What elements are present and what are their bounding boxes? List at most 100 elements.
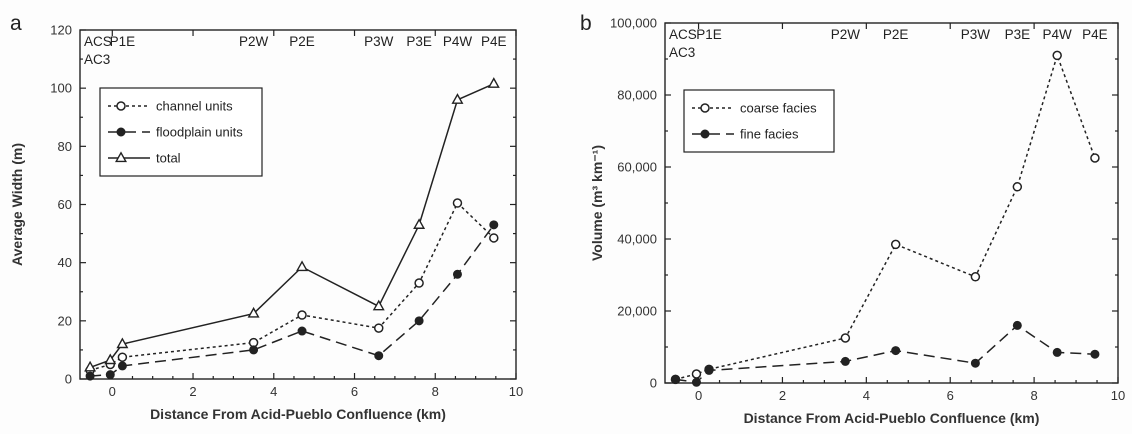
data-point (297, 310, 307, 320)
data-point (1012, 182, 1023, 192)
data-point (489, 220, 499, 230)
y-tick-label: 40 (58, 255, 72, 270)
x-tick-label: 0 (695, 388, 702, 403)
legend: coarse facies fine facies (683, 89, 835, 153)
x-tick-label: 2 (779, 388, 786, 403)
data-point (372, 299, 385, 311)
data-point (85, 371, 95, 381)
site-label: P4E (1082, 27, 1108, 42)
data-point (840, 356, 850, 366)
plot-frame (664, 22, 1119, 384)
data-point (670, 374, 680, 384)
data-point (296, 260, 309, 272)
legend: channel units floodplain units total (99, 87, 263, 177)
data-point (970, 272, 981, 282)
site-label: AC3 (669, 45, 695, 60)
data-point (105, 370, 115, 380)
data-point (414, 278, 424, 288)
series-group (85, 198, 499, 376)
data-point (115, 151, 127, 163)
site-label: P4E (481, 34, 507, 49)
data-point (691, 369, 702, 379)
y-axis-title: Volume (m³ km⁻¹) (589, 145, 605, 261)
legend-label: floodplain units (156, 125, 243, 140)
series-line (90, 224, 495, 377)
site-label: P2E (883, 27, 909, 42)
data-point (116, 127, 126, 137)
data-point (840, 333, 851, 343)
data-point (413, 218, 426, 229)
series-line (675, 324, 1095, 384)
x-tick-label: 8 (432, 384, 439, 399)
data-point (1090, 153, 1100, 163)
legend-label: total (156, 151, 181, 166)
data-point (249, 345, 259, 355)
y-axis-title: Average Width (m) (9, 143, 25, 266)
x-tick-label: 6 (947, 388, 954, 403)
data-point (1052, 347, 1062, 357)
data-point (489, 233, 499, 243)
site-label: P3W (364, 34, 394, 49)
x-tick-label: 8 (1030, 388, 1037, 403)
data-point (117, 361, 127, 371)
data-point (116, 337, 129, 349)
data-point (891, 346, 901, 356)
data-point (704, 365, 714, 375)
data-point (1090, 349, 1100, 359)
y-tick-label: 80,000 (617, 88, 657, 103)
data-point (1012, 320, 1022, 330)
legend-label: coarse facies (740, 101, 817, 116)
y-tick-label: 40,000 (617, 232, 657, 247)
site-label: P4W (1043, 27, 1073, 42)
series-group (670, 320, 1100, 387)
x-tick-label: 4 (270, 384, 277, 399)
series-group (85, 220, 499, 381)
x-axis-title: Distance From Acid-Pueblo Confluence (km… (744, 410, 1040, 426)
data-point (116, 101, 126, 111)
y-tick-label: 60,000 (617, 160, 657, 175)
series-line (89, 201, 495, 372)
site-label: P2W (239, 34, 269, 49)
site-label: P4W (443, 34, 473, 49)
site-label: AC3 (84, 52, 110, 67)
x-axis-title: Distance From Acid-Pueblo Confluence (km… (150, 406, 446, 422)
x-tick-label: 4 (863, 388, 870, 403)
site-label: P1E (110, 34, 136, 49)
x-tick-label: 0 (109, 384, 116, 399)
data-point (117, 352, 128, 362)
x-tick-label: 6 (351, 384, 358, 399)
plot-frame (79, 29, 517, 380)
data-point (487, 77, 500, 88)
y-tick-label: 120 (50, 23, 72, 38)
y-tick-label: 80 (58, 139, 72, 154)
y-tick-label: 60 (58, 197, 72, 212)
y-tick-label: 100,000 (610, 16, 657, 31)
data-point (414, 316, 424, 326)
y-tick-label: 0 (65, 372, 72, 387)
data-point (297, 326, 307, 336)
site-label: P3W (961, 27, 991, 42)
data-point (373, 323, 384, 333)
panel-letter: a (10, 12, 22, 35)
legend-label: channel units (156, 99, 233, 114)
data-point (452, 198, 463, 208)
legend-label: fine facies (740, 127, 799, 142)
site-label: P2E (289, 34, 315, 49)
legend-box (683, 89, 835, 153)
site-label: ACS (669, 27, 697, 42)
y-tick-label: 20,000 (617, 304, 657, 319)
series-group (84, 77, 500, 372)
chart-panel-b: b 0 2 4 6 8 10 0 20,000 40,000 60,000 80,000 100,000… (580, 12, 1125, 426)
data-point (700, 103, 710, 113)
x-tick-label: 2 (189, 384, 196, 399)
site-label: P3E (406, 34, 432, 49)
y-tick-label: 0 (650, 376, 657, 391)
site-label: ACS (84, 34, 112, 49)
y-tick-label: 100 (50, 81, 72, 96)
data-point (452, 269, 462, 279)
data-point (890, 239, 901, 250)
panel-letter: b (580, 12, 592, 35)
data-point (451, 93, 464, 104)
